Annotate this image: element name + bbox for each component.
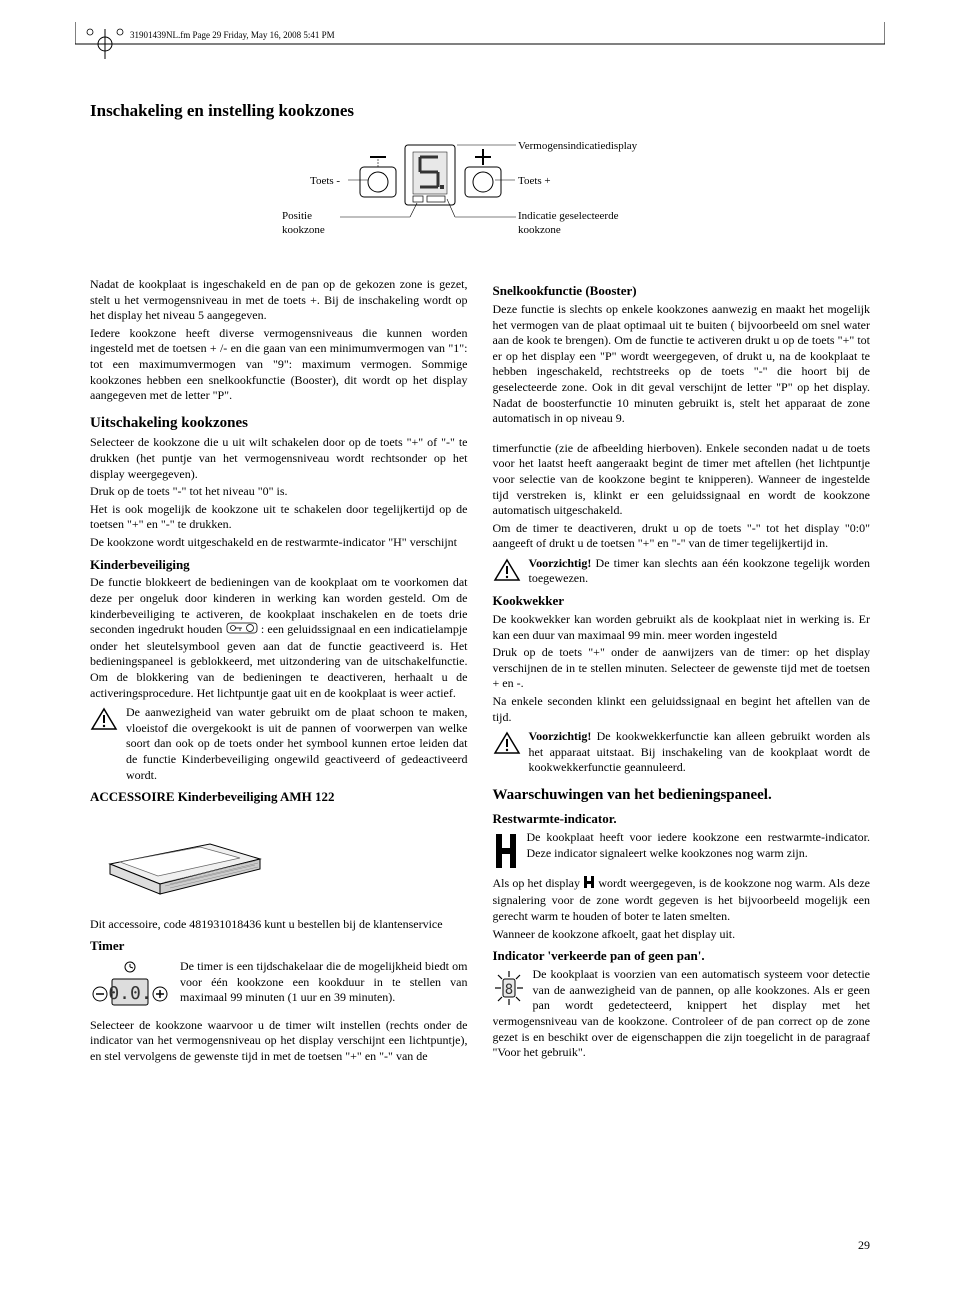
heading-accessoire: ACCESSOIRE Kinderbeveiliging AMH 122 xyxy=(90,789,468,806)
left-p8: Dit accessoire, code 481931018436 kunt u… xyxy=(90,917,468,933)
warning-triangle-icon xyxy=(493,731,521,760)
heading-verkeerde-pan: Indicator 'verkeerde pan of geen pan'. xyxy=(493,948,871,965)
warning-kookwekker: Voorzichtig! De kookwekkerfunctie kan al… xyxy=(493,729,871,776)
voorzichtig2-label: Voorzichtig! xyxy=(529,729,592,743)
left-p6: De kookzone wordt uitgeschakeld en de re… xyxy=(90,535,468,551)
voorzichtig1-label: Voorzichtig! xyxy=(529,556,592,570)
warning-kookwekker-text: Voorzichtig! De kookwekkerfunctie kan al… xyxy=(529,729,871,776)
page-title: Inschakeling en instelling kookzones xyxy=(90,100,870,122)
right-p8: Als op het display wordt weergegeven, is… xyxy=(493,875,871,925)
left-p10: Selecteer de kookzone waarvoor u de time… xyxy=(90,1018,468,1065)
right-column: Snelkookfunctie (Booster) Deze functie i… xyxy=(493,277,871,1066)
heading-kinderbeveiliging: Kinderbeveiliging xyxy=(90,557,468,574)
warning-triangle-icon xyxy=(493,558,521,587)
diagram-label-plus: Toets + xyxy=(518,174,551,188)
timer-display-icon: 0.0. xyxy=(90,959,170,1014)
right-p8a: Als op het display xyxy=(493,876,584,890)
pan-detect-icon: 8 xyxy=(493,969,525,1012)
diagram-label-power: Vermogensindicatiedisplay xyxy=(518,139,637,153)
timer-row: 0.0. De timer is een tijdschakelaar die … xyxy=(90,959,468,1014)
diagram-label-position: Positie kookzone xyxy=(282,209,325,238)
left-p5: Het is ook mogelijk de kookzone uit te s… xyxy=(90,502,468,533)
left-p2: Iedere kookzone heeft diverse vermogensn… xyxy=(90,326,468,404)
timer-text: De timer is een tijdschakelaar die de mo… xyxy=(180,959,468,1006)
left-p3: Selecteer de kookzone die u uit wilt sch… xyxy=(90,435,468,482)
right-p1: Deze functie is slechts op enkele kookzo… xyxy=(493,302,871,427)
warning-water: De aanwezigheid van water gebruikt om de… xyxy=(90,705,468,783)
heading-timer: Timer xyxy=(90,938,468,955)
right-p3: Om de timer te deactiveren, drukt u op d… xyxy=(493,521,871,552)
header-border xyxy=(75,20,885,46)
right-p2: timerfunctie (zie de afbeelding hierbove… xyxy=(493,441,871,519)
heading-booster: Snelkookfunctie (Booster) xyxy=(493,283,871,300)
svg-text:0.0.: 0.0. xyxy=(108,983,151,1004)
heading-kookwekker: Kookwekker xyxy=(493,593,871,610)
heading-uitschakeling: Uitschakeling kookzones xyxy=(90,414,468,434)
restwarmte-block: De kookplaat heeft voor iedere kookzone … xyxy=(493,830,871,875)
diagram-label-minus: Toets - xyxy=(310,174,340,188)
right-p10: De kookplaat is voorzien van een automat… xyxy=(493,967,871,1061)
right-p4: De kookwekker kan worden gebruikt als de… xyxy=(493,612,871,643)
h-indicator-small-icon xyxy=(583,875,595,894)
left-p4: Druk op de toets "-" tot het niveau "0" … xyxy=(90,484,468,500)
heading-restwarmte: Restwarmte-indicator. xyxy=(493,811,871,828)
right-p9: Wanneer de kookzone afkoelt, gaat het di… xyxy=(493,927,871,943)
left-p1: Nadat de kookplaat is ingeschakeld en de… xyxy=(90,277,468,324)
accessory-illustration xyxy=(90,814,468,909)
heading-waarschuwingen: Waarschuwingen van het bedieningspaneel. xyxy=(493,786,871,806)
warning-water-text: De aanwezigheid van water gebruikt om de… xyxy=(126,705,468,783)
control-diagram: Vermogensindicatiedisplay Toets - Toets … xyxy=(90,137,870,257)
diagram-label-selected: Indicatie geselecteerde kookzone xyxy=(518,209,618,238)
page-number: 29 xyxy=(858,1238,870,1254)
svg-text:8: 8 xyxy=(504,982,512,998)
right-p6: Na enkele seconden klinkt een geluidssig… xyxy=(493,694,871,725)
h-indicator-large-icon xyxy=(493,832,519,875)
left-column: Nadat de kookplaat is ingeschakeld en de… xyxy=(90,277,468,1066)
pan-detect-block: 8 De kookplaat is voorzien xyxy=(493,967,871,1063)
key-button-icon xyxy=(226,622,258,639)
left-p7: De functie blokkeert de bedieningen van … xyxy=(90,575,468,701)
warning-timer-single-text: Voorzichtig! De timer kan slechts aan éé… xyxy=(529,556,871,587)
right-p7: De kookplaat heeft voor iedere kookzone … xyxy=(493,830,871,861)
warning-triangle-icon xyxy=(90,707,118,736)
warning-timer-single: Voorzichtig! De timer kan slechts aan éé… xyxy=(493,556,871,587)
right-p5: Druk op de toets "+" onder de aanwijzers… xyxy=(493,645,871,692)
